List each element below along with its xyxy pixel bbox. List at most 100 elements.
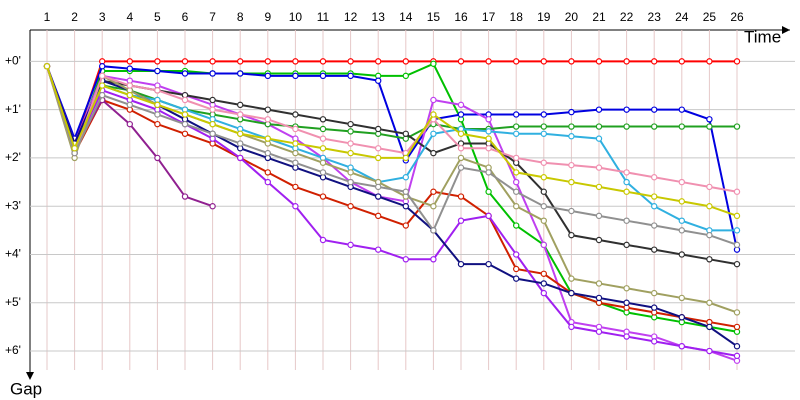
y-axis-label: Gap [10, 379, 42, 398]
x-tick-label: 26 [730, 10, 744, 24]
y-axis-arrow [26, 372, 34, 380]
data-point [126, 82, 134, 89]
data-point [568, 161, 575, 169]
x-tick-label: 4 [126, 10, 133, 24]
x-tick-label: 23 [648, 10, 662, 24]
data-point [540, 58, 548, 65]
x-tick-label: 19 [537, 10, 551, 24]
data-point [485, 116, 492, 123]
data-point [154, 67, 161, 75]
data-point [651, 222, 658, 229]
data-point [375, 154, 382, 162]
data-point [485, 135, 492, 142]
data-point [595, 123, 603, 130]
data-point [623, 106, 630, 113]
data-point [678, 343, 686, 350]
data-point [485, 260, 492, 268]
x-tick-label: 21 [592, 10, 606, 24]
data-point [264, 135, 271, 142]
series-line [46, 65, 738, 193]
data-point [678, 227, 686, 234]
data-point [430, 149, 437, 157]
data-point [98, 82, 106, 89]
data-point [457, 101, 465, 109]
data-point [733, 58, 741, 65]
data-point [154, 58, 161, 65]
data-point [513, 123, 520, 130]
data-point [181, 111, 189, 118]
data-point [595, 183, 603, 191]
series-line [46, 65, 738, 357]
data-point [264, 72, 271, 80]
data-point [623, 285, 630, 292]
data-point [347, 128, 354, 135]
data-point [430, 111, 437, 118]
data-point [264, 106, 271, 113]
series-line [46, 65, 738, 217]
data-point [706, 203, 713, 210]
data-point [154, 154, 161, 162]
data-point [733, 212, 741, 220]
data-point [485, 128, 492, 135]
data-point [651, 174, 658, 181]
data-point [540, 289, 548, 297]
data-point [540, 111, 548, 118]
data-point [678, 314, 686, 321]
data-point [347, 203, 354, 210]
data-point [43, 63, 51, 70]
data-point [623, 217, 630, 224]
data-point [540, 280, 548, 287]
data-point [678, 251, 686, 258]
y-tick-label: +0' [5, 54, 21, 68]
data-point [513, 275, 520, 282]
x-tick-label: 17 [482, 10, 496, 24]
data-point [706, 231, 713, 239]
data-point [568, 275, 575, 282]
data-point [319, 58, 327, 65]
data-point [540, 123, 548, 130]
data-point [678, 58, 686, 65]
x-tick-label: 3 [99, 10, 106, 24]
data-point [706, 256, 713, 263]
x-tick-label: 11 [317, 10, 330, 24]
data-point [651, 193, 658, 200]
x-tick-label: 16 [454, 10, 468, 24]
y-tick-label: +1' [5, 102, 21, 116]
data-point [319, 72, 327, 80]
data-point [292, 58, 299, 65]
data-point [430, 188, 437, 195]
data-point [706, 299, 713, 306]
x-tick-label: 20 [565, 10, 579, 24]
data-point [706, 58, 713, 65]
data-point [126, 120, 134, 128]
data-point [236, 130, 244, 137]
data-point [733, 323, 741, 331]
data-point [375, 125, 382, 133]
data-point [402, 256, 409, 263]
series-line [46, 62, 738, 333]
data-point [513, 188, 520, 195]
data-point [595, 280, 603, 287]
data-point [319, 193, 327, 200]
data-point [402, 58, 409, 65]
y-tick-label: +5' [5, 295, 21, 309]
data-point [623, 333, 630, 340]
data-point [402, 188, 409, 195]
series-line [46, 65, 738, 362]
data-point [485, 188, 492, 195]
data-point [733, 241, 741, 249]
data-point [319, 135, 327, 142]
data-point [568, 289, 575, 297]
x-tick-label: 2 [71, 10, 78, 24]
data-point [209, 58, 216, 65]
data-point [236, 154, 244, 162]
data-point [236, 140, 244, 147]
series-line [46, 65, 737, 232]
data-point [375, 183, 382, 191]
data-point [347, 149, 354, 157]
series-line [46, 65, 738, 328]
series-line [46, 65, 738, 266]
data-point [181, 58, 189, 65]
data-point [457, 260, 465, 268]
data-point [595, 164, 603, 171]
